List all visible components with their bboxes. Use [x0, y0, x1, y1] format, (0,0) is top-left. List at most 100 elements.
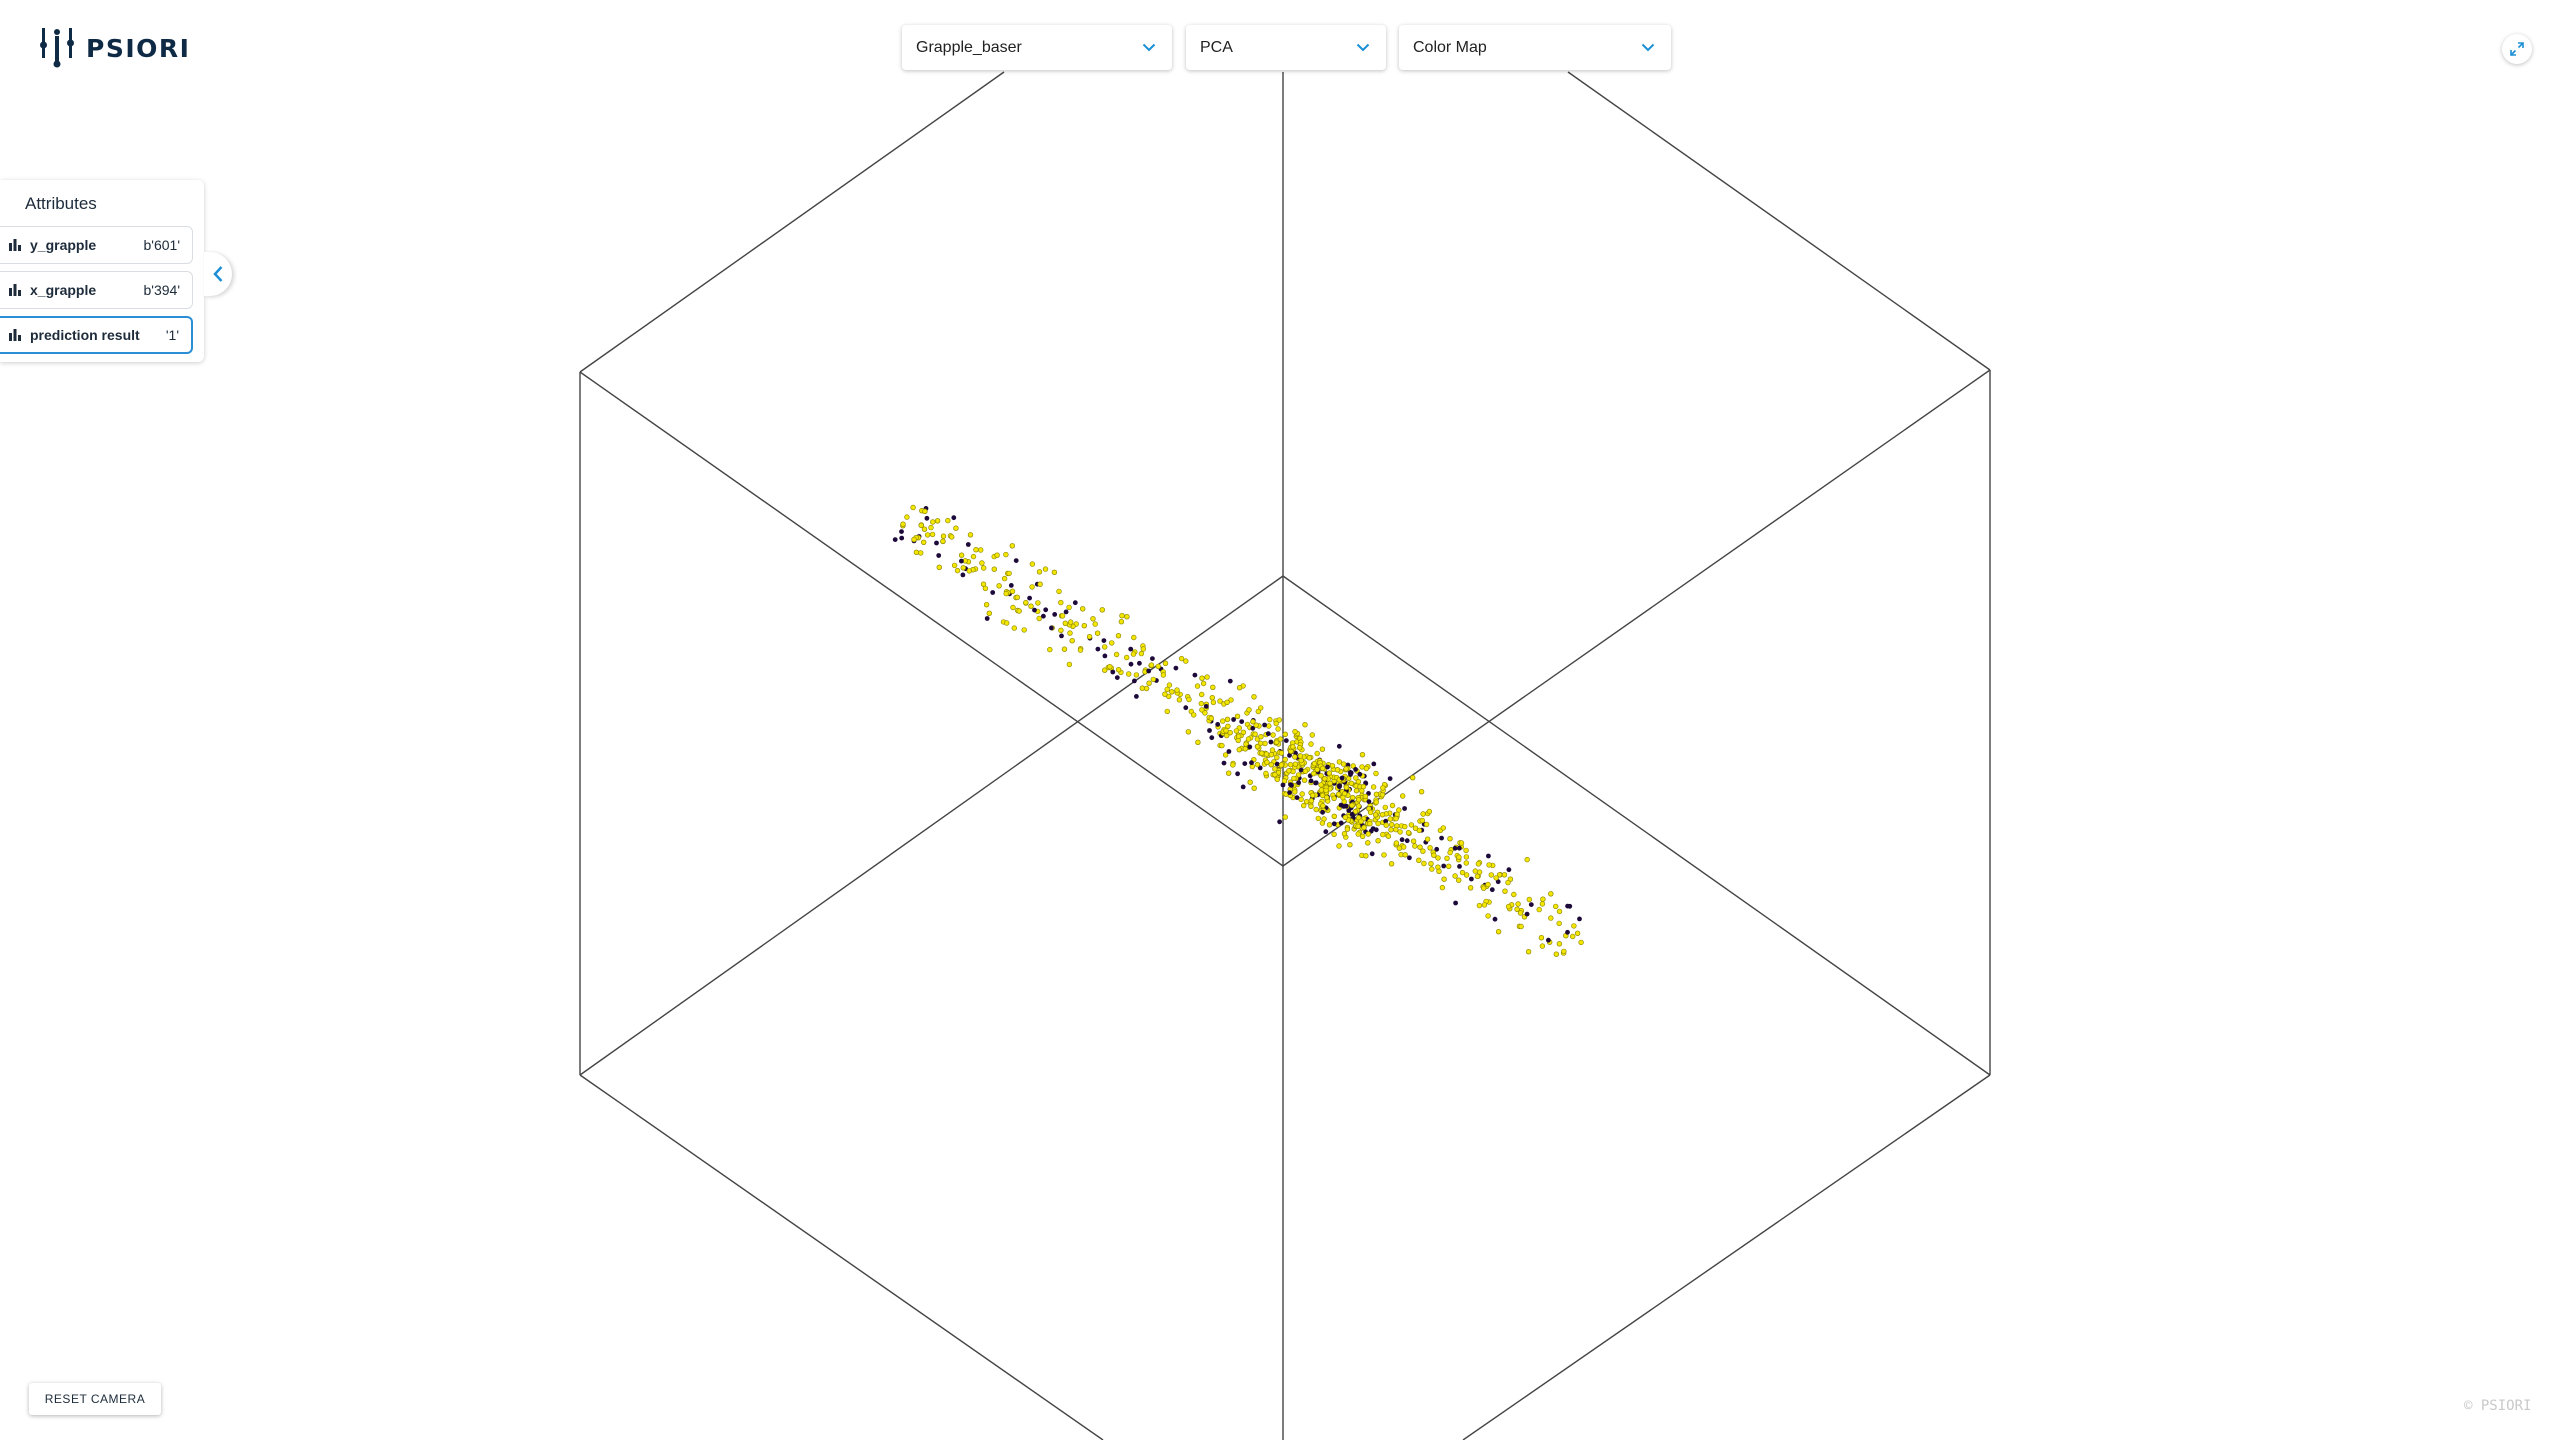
scatter-point: [1359, 788, 1365, 794]
reset-camera-button[interactable]: RESET CAMERA: [29, 1383, 161, 1415]
scatter-point: [1327, 780, 1333, 787]
dataset-dropdown[interactable]: Grapple_baser: [902, 25, 1172, 70]
scatter-point: [1339, 775, 1345, 781]
scatter-point: [1505, 879, 1511, 886]
scatter-point: [1348, 780, 1355, 786]
scatter-point: [1283, 738, 1289, 743]
scatter-point: [1192, 672, 1198, 678]
colormap-dropdown[interactable]: Color Map: [1399, 25, 1671, 70]
scatter-point: [996, 583, 1002, 589]
scatter-point: [1174, 687, 1180, 693]
scatter-point: [983, 601, 990, 608]
scatter-point: [1137, 660, 1142, 666]
scatter-point: [892, 537, 898, 542]
scatter-point: [1292, 754, 1298, 760]
scatter-point: [1311, 760, 1318, 767]
scatter-point: [1359, 764, 1365, 770]
scatter-point: [1194, 683, 1201, 689]
scatter-point: [1447, 849, 1453, 856]
scatter-point: [984, 616, 990, 621]
scatter-point: [1301, 777, 1308, 783]
scatter-point: [1077, 647, 1084, 653]
scatter-point: [1472, 868, 1479, 874]
scatter-point: [1355, 831, 1361, 837]
attribute-value: '1': [165, 327, 179, 343]
scatter-point: [1439, 835, 1444, 841]
bounding-box-wireframe: [579, 71, 1991, 1440]
scatter-point: [1227, 729, 1233, 736]
scatter-point: [1094, 630, 1101, 636]
scatter-point: [1420, 848, 1426, 854]
scatter-point: [928, 524, 934, 531]
scatter-point: [1459, 869, 1466, 876]
scatter-point: [1278, 762, 1285, 768]
scatter-point: [1114, 675, 1120, 680]
attribute-item-y-grapple[interactable]: y_grapple b'601': [0, 226, 193, 264]
scatter-point: [1501, 872, 1508, 878]
scatter-point: [979, 560, 985, 566]
method-dropdown[interactable]: PCA: [1186, 25, 1386, 70]
scatter-point: [1245, 736, 1252, 742]
scatter-point: [1190, 712, 1197, 718]
scatter-point: [1431, 852, 1437, 858]
scatter-point: [1058, 599, 1064, 606]
scatter-point: [1200, 680, 1207, 687]
scatter-point: [1173, 665, 1179, 671]
scatter-point: [1280, 782, 1286, 788]
scatter-point: [1023, 599, 1029, 606]
scatter-point: [1250, 718, 1256, 725]
scatter-point: [1268, 751, 1275, 758]
scatter-point: [1371, 761, 1377, 767]
scatter-point: [1202, 710, 1208, 716]
scatter-point: [1107, 663, 1113, 670]
scatter-point: [994, 552, 1000, 558]
scatter-point: [1538, 934, 1545, 941]
scatter-point: [1486, 853, 1491, 859]
scatter-point: [1574, 930, 1581, 936]
scatter-point: [1393, 840, 1400, 846]
scatter-point: [1481, 902, 1488, 908]
copyright-text: © PSIORI: [2464, 1398, 2532, 1414]
scatter-point: [1314, 750, 1320, 757]
scatter-point: [1511, 891, 1517, 898]
scatter-point: [1016, 608, 1022, 614]
attribute-label: y_grapple: [30, 237, 97, 253]
scatter-point: [1577, 916, 1582, 922]
scatter-point: [1231, 717, 1236, 722]
scatter-point: [1355, 778, 1362, 785]
scatter-point: [1052, 612, 1058, 617]
scatter-point: [1453, 900, 1458, 906]
scatter-point: [1528, 902, 1534, 907]
fullscreen-button[interactable]: [2502, 34, 2532, 64]
scatter-point: [1349, 794, 1356, 801]
chevron-left-icon: [213, 266, 223, 282]
scatter-point: [1264, 759, 1270, 765]
bar-chart-icon: [9, 284, 21, 296]
scatter-point: [1101, 644, 1108, 650]
attribute-item-prediction-result[interactable]: prediction result '1': [0, 316, 193, 354]
scatter-point: [1240, 784, 1246, 790]
app-logo[interactable]: PSIORI: [40, 28, 190, 68]
scatter-point: [1309, 732, 1316, 738]
scatter-point: [1270, 732, 1276, 738]
scatter-point: [1387, 816, 1394, 822]
scatter-point: [1308, 778, 1314, 784]
scatter-point: [1556, 941, 1563, 947]
scatter-point: [1323, 794, 1330, 801]
scatter-point: [1250, 725, 1256, 731]
scatter-point: [1367, 820, 1373, 827]
attribute-value: b'601': [143, 237, 181, 253]
scatter-point: [1565, 903, 1570, 909]
scatter-point: [1092, 621, 1098, 627]
scatter-point: [1548, 915, 1554, 921]
scatter-point: [1219, 718, 1226, 724]
scatter-point: [1319, 746, 1326, 752]
scatter-point: [1350, 763, 1356, 769]
scatter-point: [1419, 817, 1426, 824]
scatter-point: [1418, 788, 1425, 795]
scatter-point: [965, 542, 971, 547]
scatter-point: [1556, 908, 1563, 915]
scatter-point: [1266, 723, 1272, 729]
attribute-item-x-grapple[interactable]: x_grapple b'394': [0, 271, 193, 309]
